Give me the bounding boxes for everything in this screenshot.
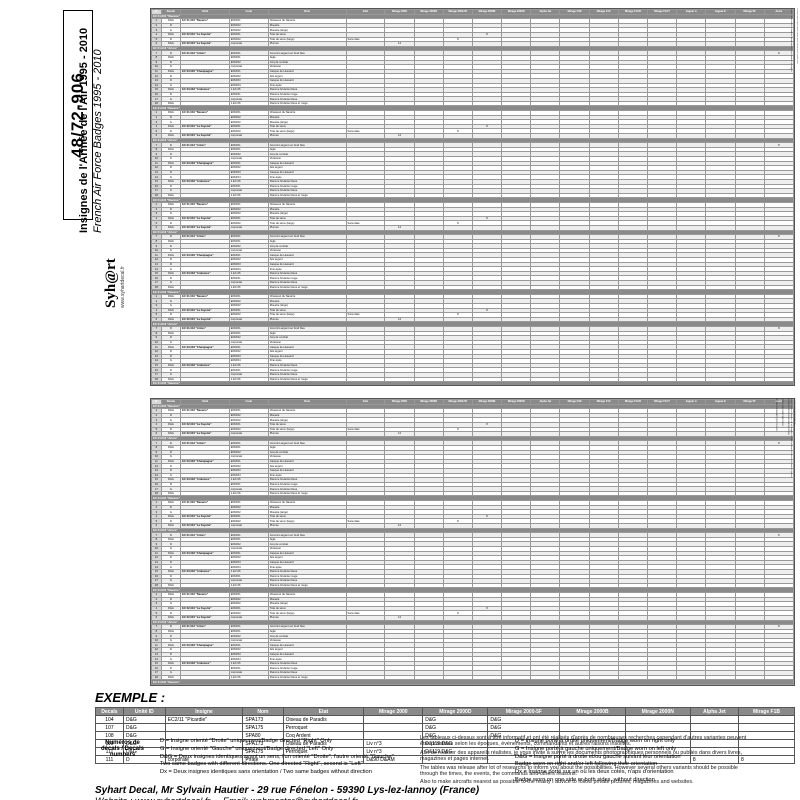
- title-french-text: Insignes de l'Armée de l'Air 1995 - 2010: [78, 28, 90, 233]
- example-table-header-row: Decals Unité ID Insigne Nom Etat Mirage 2000 M…: [96, 708, 795, 716]
- top-table-grid[interactable]: N° Decals Unité Code Nom Etat Mirage 2000 Mirag…: [151, 9, 794, 386]
- footer-company-line: Syhart Decal, Mr Sylvain Hautier - 29 ru…: [95, 785, 795, 796]
- top-table-body: N° Decals Unité Code Nom Etat Mirage 2000 Mirag…: [152, 10, 794, 387]
- website-label: Website :: [95, 796, 132, 800]
- brand-logo: Syh@rt www.syhartdecal.fr: [103, 288, 126, 308]
- header-block: 48/72-906 Insignes de l'Armée de l'Air 1…: [8, 8, 148, 388]
- logo-sub-text: www.syhartdecal.fr: [120, 288, 126, 308]
- disclaimer-paragraph: Les tableaux ci-dessus sont à titre info…: [420, 735, 750, 748]
- example-title: EXEMPLE :: [95, 690, 795, 705]
- disclaimer-section: Les tableaux ci-dessus sont à titre info…: [420, 735, 750, 785]
- bottom-table-body: N° Decals Unité Code Nom Etat Mirage 2000 Mirag…: [152, 400, 794, 687]
- bottom-table-right-index-strip: ABCDEFGHIJKLMNOPQRSTUVWXYZ 1234567890123…: [772, 398, 798, 686]
- decal-reference-sheet: 48/72-906 Insignes de l'Armée de l'Air 1…: [0, 0, 800, 800]
- bottom-table-grid[interactable]: N° Decals Unité Code Nom Etat Mirage 2000 Mirag…: [151, 399, 794, 686]
- example-table-row[interactable]: 104 D&G EC2/11 "Picardie" SPA173 Oiseau de P…: [96, 716, 795, 724]
- legend-label: Numéros de décals / Decals numbers: [95, 740, 150, 758]
- email-label: Email:: [223, 796, 248, 800]
- footer-section: Syhart Decal, Mr Sylvain Hautier - 29 ru…: [95, 785, 795, 799]
- top-table-right-index-strip: 1234567890123456789012345678901234567890…: [772, 8, 798, 386]
- example-table-row[interactable]: 107 D&G SPA175 Perroquet D&G D&G: [96, 724, 795, 732]
- example-section: EXEMPLE : Decals Unité ID Insigne Nom Etat Mi…: [95, 690, 795, 738]
- logo-main-text: Syh@rt: [103, 288, 120, 308]
- title-english-text: French Air Force Badges 1995 - 2010: [92, 28, 104, 233]
- footer-contact-line: Website : www.syhartdecal.fr Email: webm…: [95, 796, 795, 800]
- title-block: Insignes de l'Armée de l'Air 1995 - 2010…: [78, 233, 98, 563]
- disclaimer-paragraph: Afin de réaliser des appareils réalistes…: [420, 750, 750, 763]
- email-link[interactable]: webmaster@syhartdecal.fr: [250, 796, 357, 800]
- top-data-table[interactable]: N° Decals Unité Code Nom Etat Mirage 2000 Mirag…: [150, 8, 795, 386]
- website-link[interactable]: www.syhartdecal.fr: [135, 796, 211, 800]
- bottom-data-table[interactable]: N° Decals Unité Code Nom Etat Mirage 2000 Mirag…: [150, 398, 795, 686]
- disclaimer-paragraph: The tables was release after lot of rese…: [420, 765, 750, 778]
